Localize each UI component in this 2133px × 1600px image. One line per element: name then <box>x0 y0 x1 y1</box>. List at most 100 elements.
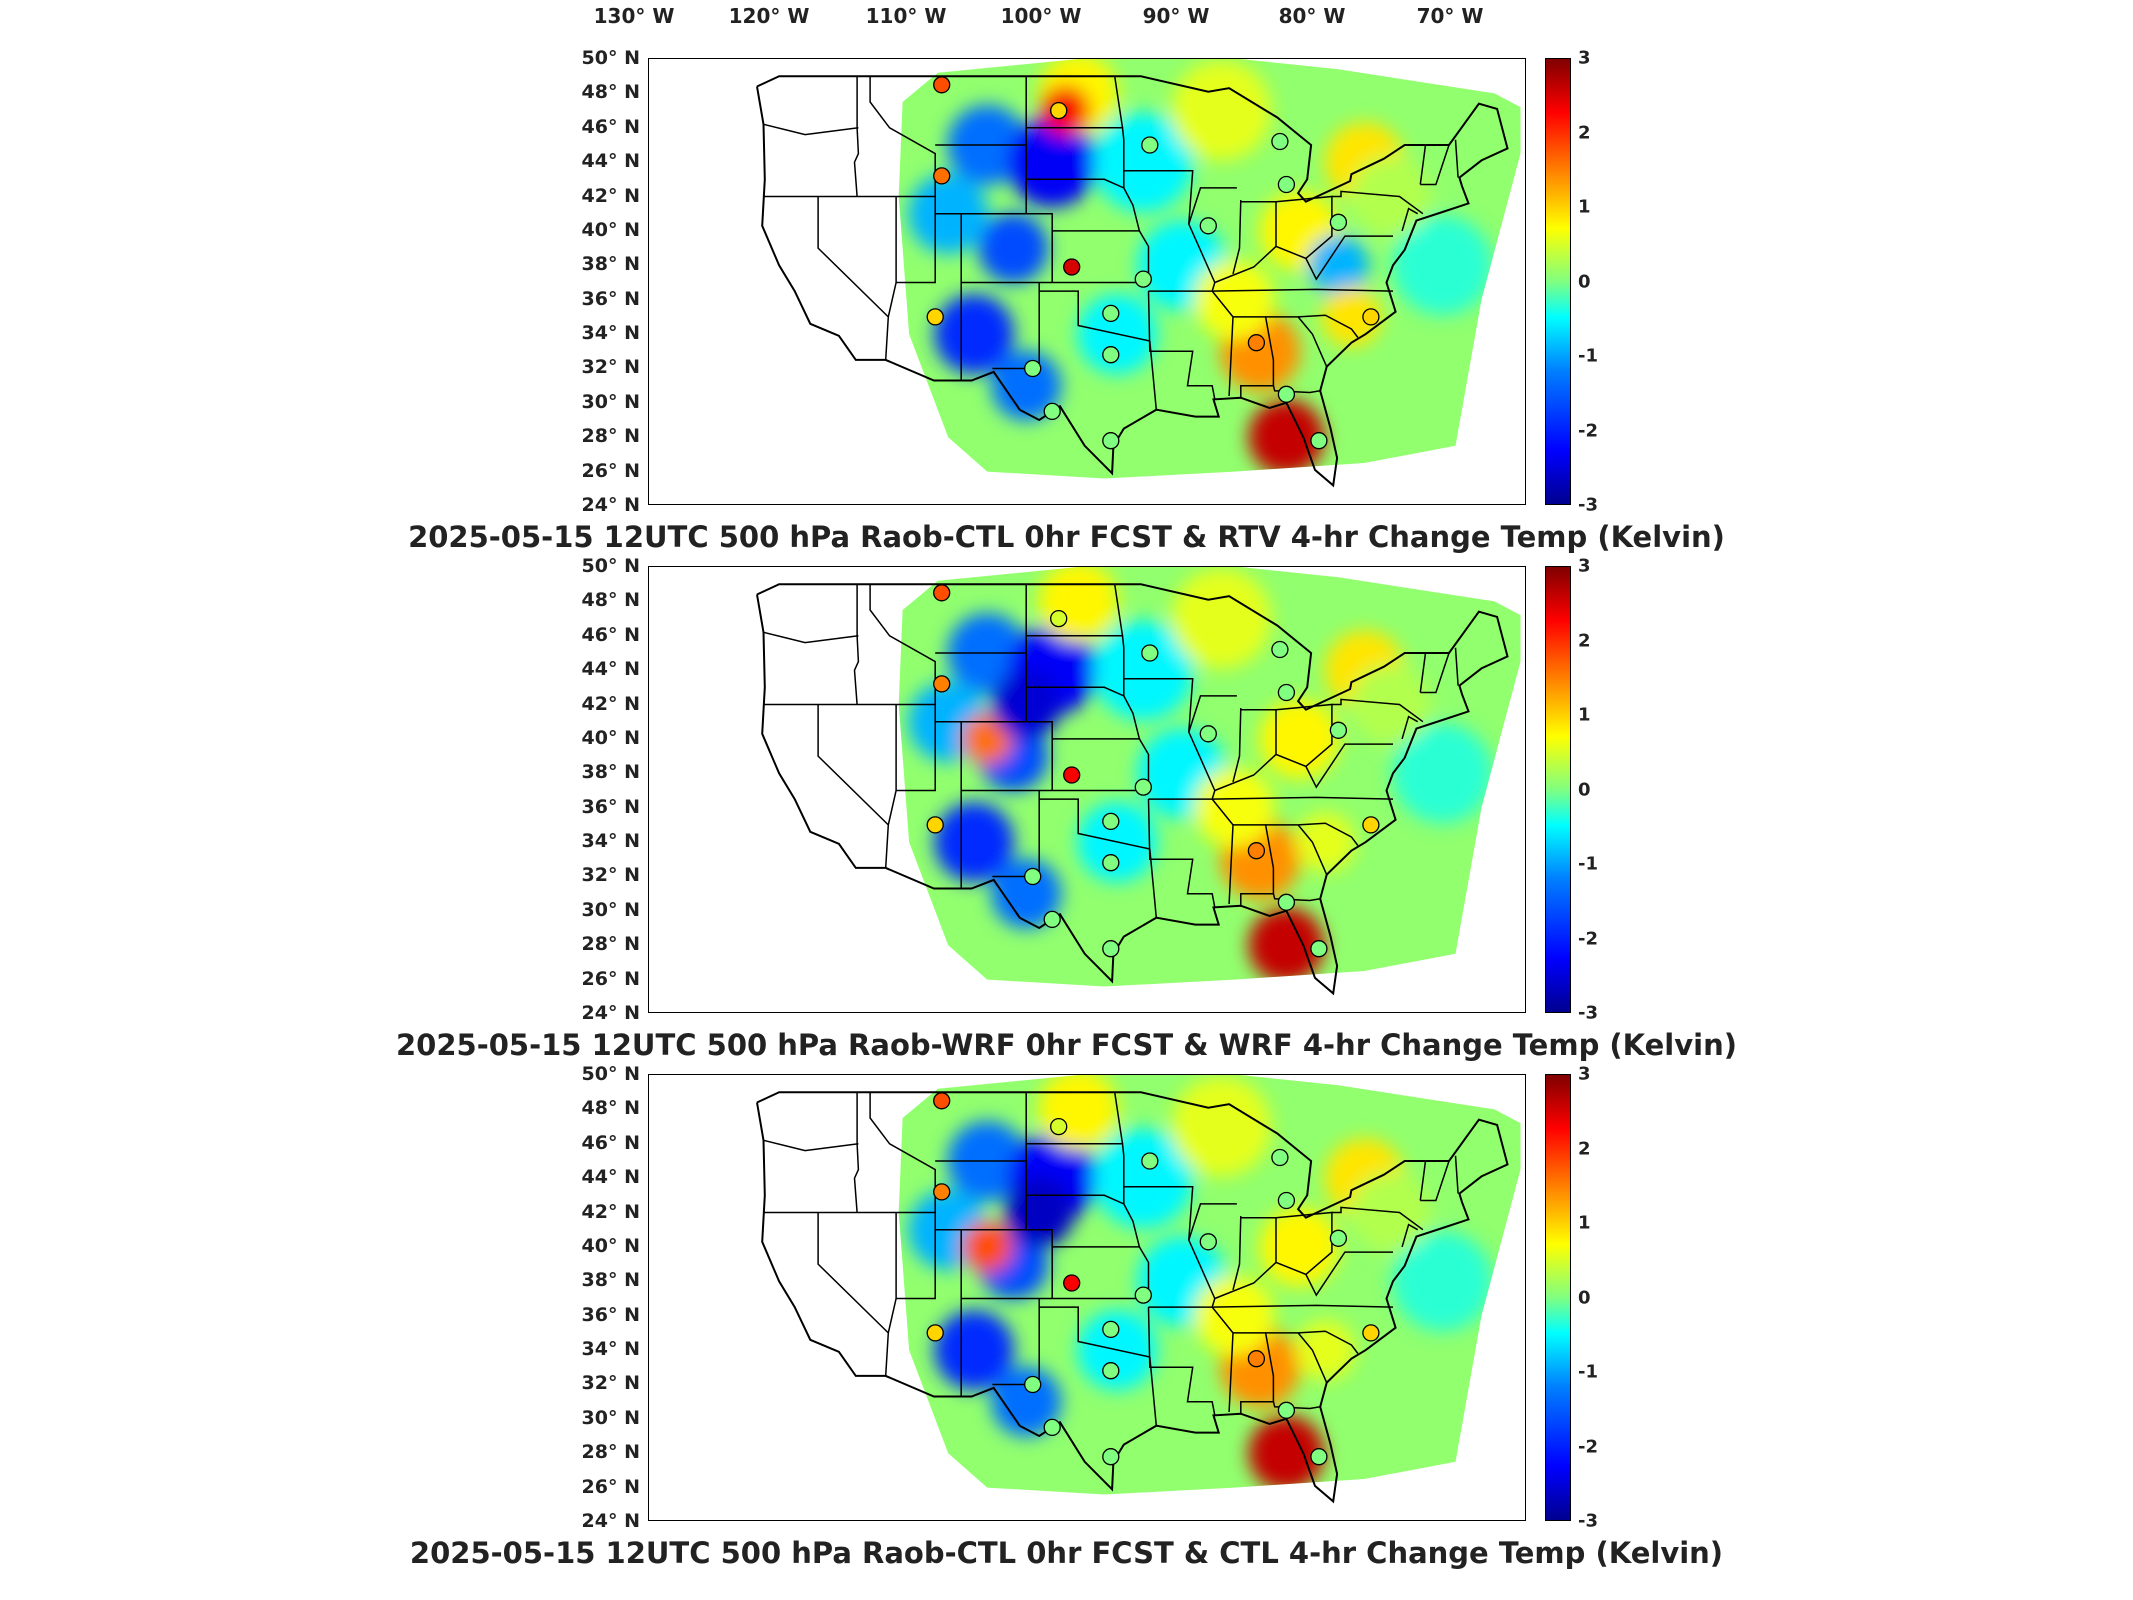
raob-station-marker <box>1247 1350 1266 1368</box>
latitude-label: 28° N <box>581 1441 640 1464</box>
colorbar-tick-label: 1 <box>1578 1212 1591 1234</box>
latitude-label: 46° N <box>581 1131 640 1154</box>
map-plot-area <box>648 566 1526 1013</box>
state-border <box>1297 1332 1328 1384</box>
raob-station-marker <box>926 816 944 834</box>
raob-station-marker <box>1199 1233 1217 1251</box>
raob-station-marker <box>1362 816 1380 834</box>
latitude-label: 38° N <box>581 1269 640 1292</box>
raob-station-marker <box>1277 683 1296 702</box>
raob-station-marker <box>1277 175 1296 194</box>
state-border <box>1113 76 1124 128</box>
latitude-label: 30° N <box>581 390 640 413</box>
coastline <box>756 583 1509 996</box>
state-border <box>1149 1356 1158 1426</box>
latitude-label: 36° N <box>581 287 640 310</box>
state-border <box>1149 848 1158 918</box>
state-border <box>1275 195 1333 259</box>
latitude-label: 36° N <box>581 795 640 818</box>
state-border <box>817 704 889 826</box>
colorbar-tick-label: -2 <box>1578 928 1598 949</box>
state-border <box>1454 139 1459 178</box>
map-svg <box>756 1075 1521 1504</box>
latitude-label: 40° N <box>581 726 640 749</box>
state-border <box>1052 1203 1141 1248</box>
latitude-label: 40° N <box>581 218 640 241</box>
latitude-label: 48° N <box>581 81 640 104</box>
raob-station-marker <box>1271 640 1289 659</box>
latitude-label: 30° N <box>581 1406 640 1429</box>
state-border <box>763 1139 859 1152</box>
state-border <box>896 1229 936 1300</box>
state-border <box>1214 743 1393 792</box>
state-border <box>1147 1307 1216 1416</box>
raob-station-marker <box>1102 812 1120 831</box>
latitude-label: 32° N <box>581 864 640 887</box>
state-border <box>817 1212 889 1334</box>
state-border <box>1123 1186 1216 1308</box>
raob-station-marker <box>1329 213 1348 231</box>
map-panel-3: 50° N 48° N 46° N 44° N 42° N 40° N 38° N 36° N… <box>0 1063 2133 1582</box>
state-border <box>1233 316 1275 398</box>
state-border <box>1265 1330 1359 1354</box>
latitude-label: 26° N <box>581 967 640 990</box>
raob-station-marker <box>1134 270 1152 288</box>
state-border <box>1052 187 1141 232</box>
raob-station-marker <box>1102 940 1120 958</box>
latitude-label: 32° N <box>581 1372 640 1395</box>
longitude-label: 90° W <box>1142 4 1210 28</box>
latitude-label: 38° N <box>581 761 640 784</box>
state-border <box>1401 1223 1419 1248</box>
raob-station-marker <box>1102 346 1120 364</box>
state-border <box>1138 230 1150 283</box>
raob-station-marker <box>926 308 944 326</box>
raob-station-marker <box>1277 1401 1296 1419</box>
colorbar-tick-labels: 3 2 1 0 -1 -2 -3 <box>1578 1064 1618 1534</box>
coastline <box>756 75 1509 488</box>
panel-title: 2025-05-15 12UTC 500 hPa Raob-CTL 0hr FC… <box>408 520 1725 554</box>
state-border <box>1331 698 1424 723</box>
map-svg <box>756 567 1521 996</box>
map-panel-2: 50° N 48° N 46° N 44° N 42° N 40° N 38° N 36° N… <box>0 555 2133 1074</box>
state-border <box>1149 340 1158 410</box>
colorbar-tick-label: -1 <box>1578 345 1598 367</box>
raob-station-marker <box>1277 1191 1296 1210</box>
raob-station-marker <box>1199 217 1217 235</box>
state-border <box>1419 1160 1427 1201</box>
latitude-label: 48° N <box>581 589 640 612</box>
coastline <box>756 1091 1509 1504</box>
state-border <box>1026 127 1125 190</box>
raob-station-marker <box>1102 304 1120 323</box>
state-border <box>1233 824 1275 906</box>
map-svg <box>756 59 1521 488</box>
latitude-label: 46° N <box>581 115 640 138</box>
latitude-label: 34° N <box>581 830 640 853</box>
latitude-label: 28° N <box>581 933 640 956</box>
colorbar-tick-label: 1 <box>1578 704 1591 726</box>
latitude-label: 42° N <box>581 1200 640 1223</box>
latitude-label: 32° N <box>581 356 640 379</box>
temperature-change-field <box>898 567 1521 987</box>
latitude-label: 38° N <box>581 253 640 276</box>
raob-station-marker <box>1134 778 1152 796</box>
latitude-label: 34° N <box>581 1338 640 1361</box>
state-border <box>884 704 897 868</box>
raob-station-marker <box>1247 842 1266 860</box>
state-border <box>1138 738 1150 791</box>
state-border <box>1419 652 1427 693</box>
latitude-axis-labels: 50° N 48° N 46° N 44° N 42° N 40° N 38° N 36° N… <box>560 1063 640 1534</box>
latitude-label: 42° N <box>581 692 640 715</box>
raob-station-marker <box>1063 766 1081 784</box>
state-border <box>1232 707 1242 783</box>
colorbar-tick-label: 3 <box>1578 1063 1591 1085</box>
raob-station-marker <box>1362 308 1380 326</box>
colorbar-tick-label: -2 <box>1578 1436 1598 1457</box>
state-border <box>1039 1306 1150 1358</box>
latitude-label: 26° N <box>581 459 640 482</box>
state-border <box>1212 796 1394 800</box>
state-border <box>1212 288 1394 292</box>
state-border <box>853 1092 860 1213</box>
state-border <box>869 584 936 705</box>
state-border <box>1297 824 1328 876</box>
raob-station-marker <box>933 1092 951 1110</box>
